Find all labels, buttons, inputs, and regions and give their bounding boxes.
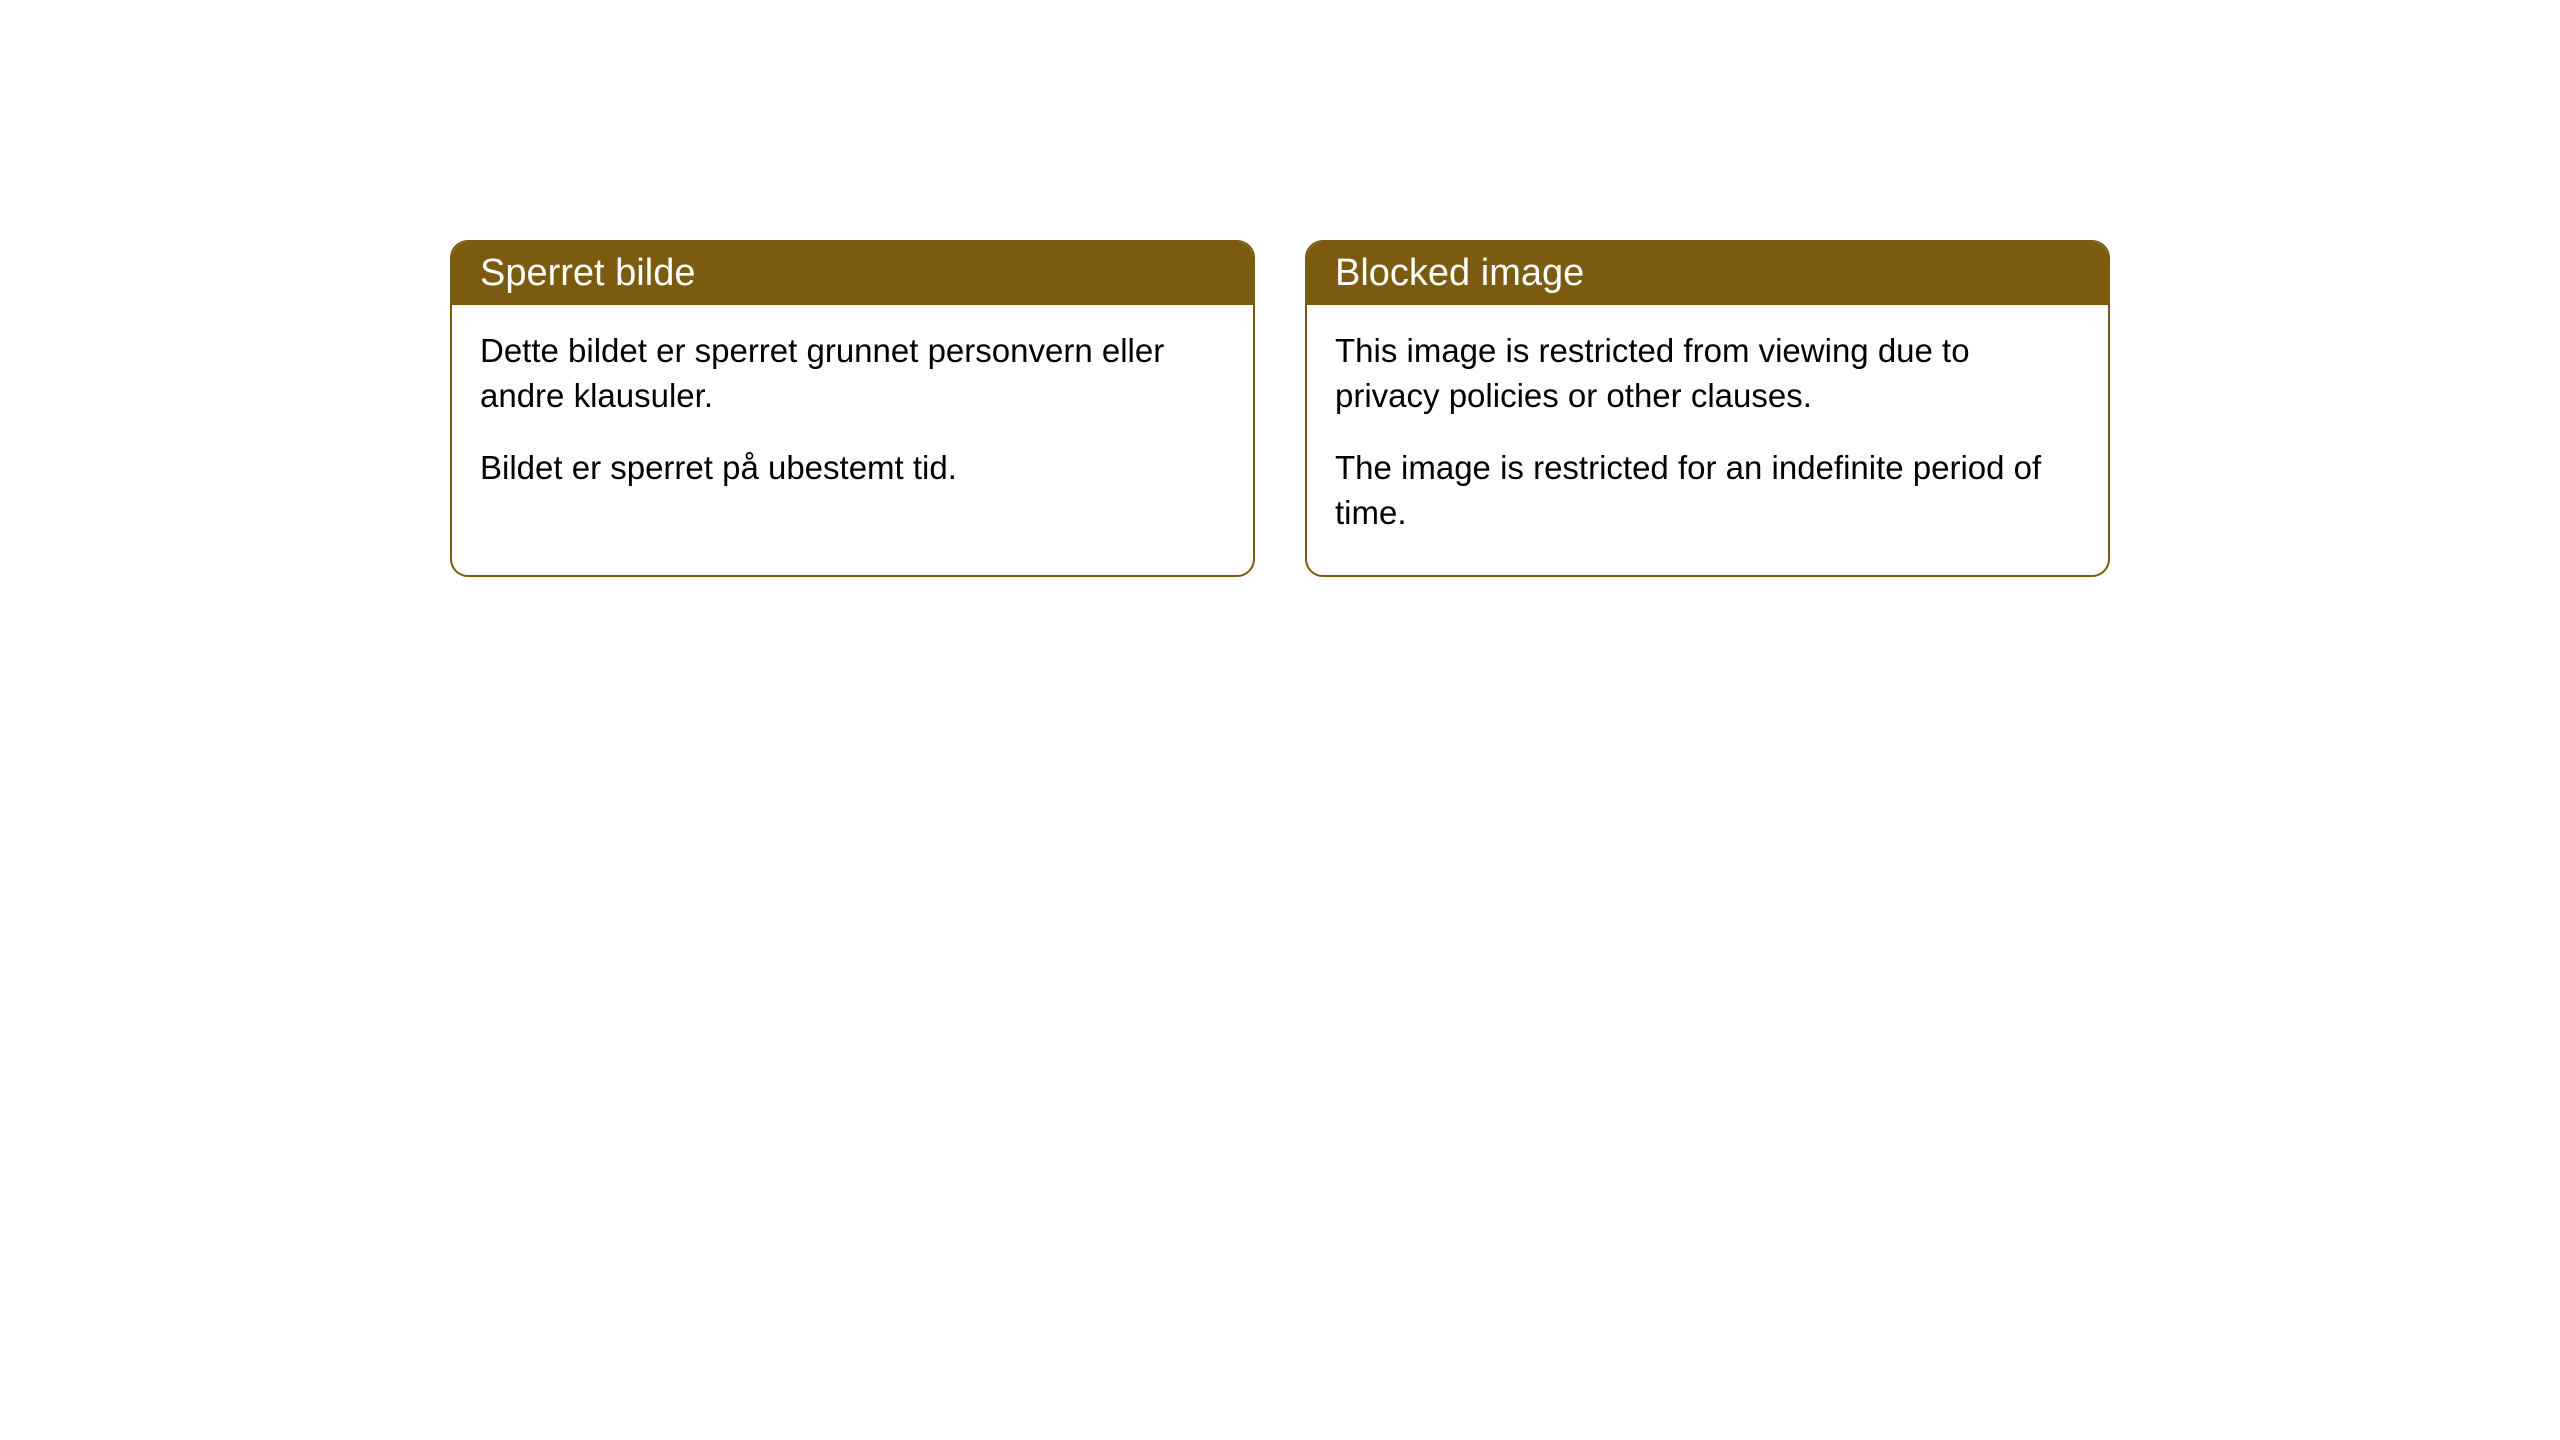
- notice-text: Dette bildet er sperret grunnet personve…: [480, 329, 1225, 418]
- card-title: Blocked image: [1335, 252, 1584, 294]
- notice-text: The image is restricted for an indefinit…: [1335, 446, 2080, 535]
- card-body-english: This image is restricted from viewing du…: [1307, 305, 2108, 575]
- card-title: Sperret bilde: [480, 252, 695, 294]
- notice-card-english: Blocked image This image is restricted f…: [1305, 240, 2110, 577]
- notice-text: Bildet er sperret på ubestemt tid.: [480, 446, 1225, 491]
- card-header-norwegian: Sperret bilde: [452, 242, 1253, 305]
- card-body-norwegian: Dette bildet er sperret grunnet personve…: [452, 305, 1253, 531]
- notice-container: Sperret bilde Dette bildet er sperret gr…: [0, 0, 2560, 817]
- notice-card-norwegian: Sperret bilde Dette bildet er sperret gr…: [450, 240, 1255, 577]
- notice-text: This image is restricted from viewing du…: [1335, 329, 2080, 418]
- card-header-english: Blocked image: [1307, 242, 2108, 305]
